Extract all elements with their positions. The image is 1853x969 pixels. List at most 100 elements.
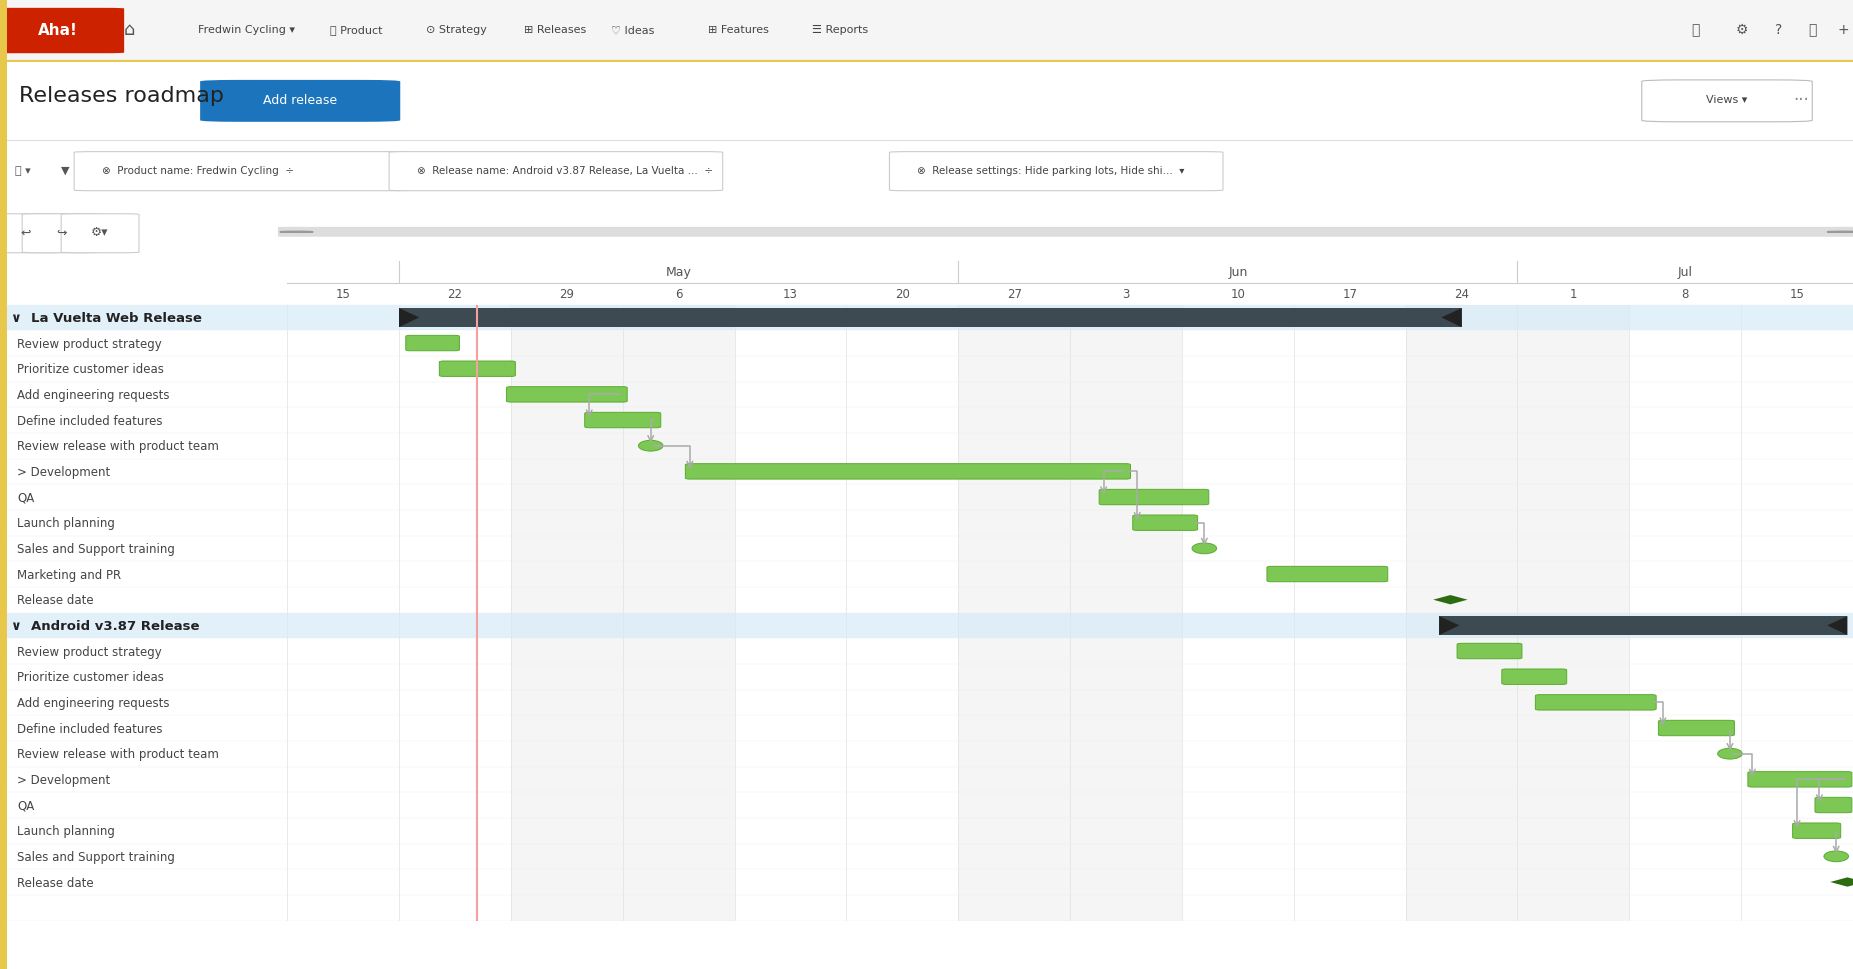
Polygon shape (398, 309, 419, 328)
FancyBboxPatch shape (1099, 490, 1208, 505)
Bar (1406, 305, 1518, 921)
Polygon shape (1827, 616, 1847, 636)
FancyBboxPatch shape (1267, 567, 1388, 582)
Text: +: + (1838, 23, 1849, 37)
Text: 17: 17 (1342, 288, 1356, 300)
Text: QA: QA (17, 491, 35, 504)
FancyBboxPatch shape (0, 9, 124, 54)
Circle shape (1827, 232, 1853, 234)
Text: Add engineering requests: Add engineering requests (17, 389, 170, 401)
Text: May: May (665, 266, 691, 279)
Polygon shape (1442, 309, 1462, 328)
FancyBboxPatch shape (686, 464, 1130, 480)
Text: Releases roadmap: Releases roadmap (19, 85, 224, 106)
FancyBboxPatch shape (1642, 80, 1812, 123)
FancyBboxPatch shape (22, 214, 100, 254)
Text: Jul: Jul (1677, 266, 1694, 279)
FancyBboxPatch shape (889, 152, 1223, 192)
Text: 3: 3 (1123, 288, 1130, 300)
FancyBboxPatch shape (1747, 772, 1851, 787)
FancyBboxPatch shape (61, 214, 139, 254)
Text: Marketing and PR: Marketing and PR (17, 568, 120, 581)
FancyBboxPatch shape (1501, 670, 1566, 685)
Text: Add release: Add release (263, 94, 337, 107)
Text: 👤: 👤 (1692, 23, 1699, 37)
FancyBboxPatch shape (1536, 695, 1657, 710)
FancyBboxPatch shape (0, 214, 65, 254)
Text: ∨  Android v3.87 Release: ∨ Android v3.87 Release (11, 619, 200, 632)
Text: > Development: > Development (17, 773, 111, 786)
Bar (287, 613, 1853, 639)
Text: ∨  La Vuelta Web Release: ∨ La Vuelta Web Release (11, 312, 202, 325)
FancyBboxPatch shape (1814, 797, 1851, 813)
Text: ⊞ Releases: ⊞ Releases (524, 25, 587, 35)
Text: 1: 1 (1569, 288, 1577, 300)
FancyBboxPatch shape (74, 152, 408, 192)
Bar (511, 305, 623, 921)
Text: Launch planning: Launch planning (17, 516, 115, 530)
Text: Define included features: Define included features (17, 722, 163, 735)
FancyBboxPatch shape (586, 413, 662, 428)
Text: ⊗  Release settings: Hide parking lots, Hide shi...  ▾: ⊗ Release settings: Hide parking lots, H… (917, 166, 1184, 175)
Text: Review release with product team: Review release with product team (17, 440, 219, 453)
Ellipse shape (639, 441, 663, 452)
Text: Review release with product team: Review release with product team (17, 747, 219, 761)
Text: 22: 22 (447, 288, 463, 300)
Bar (287, 305, 1853, 330)
FancyBboxPatch shape (1132, 516, 1197, 531)
Polygon shape (1831, 877, 1853, 887)
FancyBboxPatch shape (278, 228, 1853, 237)
Text: ↪: ↪ (56, 226, 67, 239)
Text: ⌂: ⌂ (124, 21, 135, 39)
Text: QA: QA (17, 798, 35, 812)
FancyBboxPatch shape (398, 309, 1462, 328)
Text: Review product strategy: Review product strategy (17, 337, 161, 350)
Text: ⚙▾: ⚙▾ (91, 226, 109, 239)
Text: Fredwin Cycling ▾: Fredwin Cycling ▾ (198, 25, 295, 35)
Circle shape (280, 232, 313, 234)
FancyBboxPatch shape (1456, 643, 1521, 659)
Text: ⊗  Release name: Android v3.87 Release, La Vuelta ...  ÷: ⊗ Release name: Android v3.87 Release, L… (417, 166, 713, 175)
Text: Define included features: Define included features (17, 414, 163, 427)
Bar (1071, 305, 1182, 921)
Text: ···: ··· (1794, 91, 1809, 109)
FancyBboxPatch shape (1440, 616, 1847, 636)
Text: ?: ? (1775, 23, 1783, 37)
Ellipse shape (1823, 851, 1849, 861)
FancyBboxPatch shape (406, 336, 460, 352)
FancyBboxPatch shape (1658, 721, 1734, 736)
Polygon shape (1432, 595, 1468, 605)
FancyBboxPatch shape (1792, 823, 1840, 838)
Text: 8: 8 (1681, 288, 1688, 300)
Text: 6: 6 (674, 288, 682, 300)
Text: > Development: > Development (17, 465, 111, 479)
Text: 13: 13 (784, 288, 799, 300)
Text: ⊞ Features: ⊞ Features (708, 25, 769, 35)
Text: 🔍: 🔍 (1809, 23, 1816, 37)
Text: ⊗  Product name: Fredwin Cycling  ÷: ⊗ Product name: Fredwin Cycling ÷ (102, 166, 295, 175)
Text: 27: 27 (1006, 288, 1021, 300)
Text: ⊙ Strategy: ⊙ Strategy (426, 25, 487, 35)
Text: Launch planning: Launch planning (17, 825, 115, 837)
Text: 15: 15 (335, 288, 350, 300)
Text: 15: 15 (1790, 288, 1805, 300)
Text: Aha!: Aha! (37, 22, 78, 38)
Text: Review product strategy: Review product strategy (17, 644, 161, 658)
FancyBboxPatch shape (506, 388, 626, 403)
FancyBboxPatch shape (200, 80, 400, 123)
Text: ▼: ▼ (61, 166, 70, 175)
Ellipse shape (1191, 544, 1217, 554)
Polygon shape (1440, 616, 1460, 636)
Text: Prioritize customer ideas: Prioritize customer ideas (17, 362, 165, 376)
Text: ⓘ Product: ⓘ Product (330, 25, 382, 35)
Bar (0, 613, 287, 639)
Bar (623, 305, 734, 921)
Ellipse shape (1718, 748, 1742, 760)
Text: ♡ Ideas: ♡ Ideas (611, 25, 654, 35)
FancyBboxPatch shape (389, 152, 723, 192)
Text: Views ▾: Views ▾ (1707, 95, 1747, 106)
Bar (958, 305, 1071, 921)
Bar (1518, 305, 1629, 921)
Text: 29: 29 (560, 288, 574, 300)
Text: 20: 20 (895, 288, 910, 300)
